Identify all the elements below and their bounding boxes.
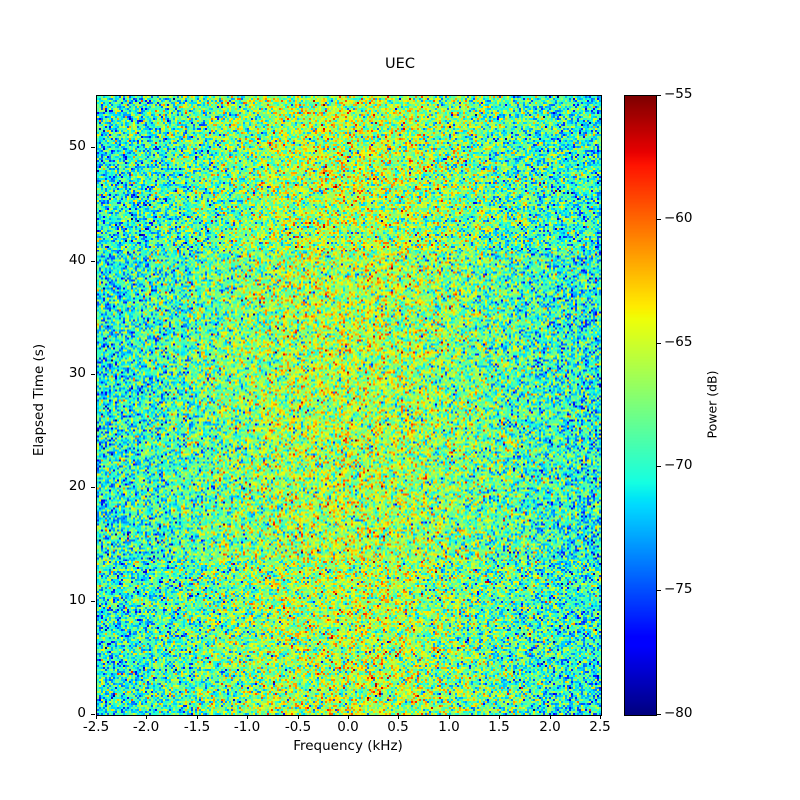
colorbar-tick-mark xyxy=(657,219,661,220)
x-tick-mark xyxy=(247,715,248,719)
colorbar-tick-label: −75 xyxy=(664,581,693,597)
x-tick-label: 2.5 xyxy=(589,719,611,735)
colorbar-tick-mark xyxy=(657,95,661,96)
colorbar-tick-mark xyxy=(657,590,661,591)
x-tick-mark xyxy=(146,715,147,719)
y-tick-label: 10 xyxy=(68,592,86,608)
y-tick-mark xyxy=(91,147,95,148)
colorbar-tick-label: −60 xyxy=(664,210,693,226)
x-tick-mark xyxy=(550,715,551,719)
y-tick-label: 40 xyxy=(68,252,86,268)
x-tick-label: 1.5 xyxy=(488,719,510,735)
y-tick-label: 50 xyxy=(68,138,86,154)
x-tick-mark xyxy=(600,715,601,719)
x-tick-mark xyxy=(298,715,299,719)
y-tick-mark xyxy=(91,374,95,375)
x-tick-mark xyxy=(348,715,349,719)
colorbar-tick-label: −70 xyxy=(664,457,693,473)
title-line-station: UEC xyxy=(385,55,415,72)
x-tick-label: 0.0 xyxy=(337,719,359,735)
y-tick-mark xyxy=(91,714,95,715)
x-tick-label: 0.5 xyxy=(387,719,409,735)
colorbar-tick-label: −80 xyxy=(664,705,693,721)
x-tick-mark xyxy=(398,715,399,719)
x-tick-mark xyxy=(449,715,450,719)
x-tick-label: -2.5 xyxy=(82,719,110,735)
y-tick-label: 0 xyxy=(77,705,86,721)
colorbar-tick-mark xyxy=(657,466,661,467)
y-tick-mark xyxy=(91,601,95,602)
y-tick-label: 30 xyxy=(68,365,86,381)
x-tick-label: 1.0 xyxy=(438,719,460,735)
spectrogram-plot-area xyxy=(96,95,602,716)
x-tick-mark xyxy=(96,715,97,719)
spectrogram-image xyxy=(97,96,601,715)
x-tick-label: -0.5 xyxy=(284,719,312,735)
colorbar-label: Power (dB) xyxy=(704,370,720,439)
x-tick-mark xyxy=(499,715,500,719)
y-tick-label: 20 xyxy=(68,478,86,494)
colorbar-tick-mark xyxy=(657,343,661,344)
colorbar-tick-label: −65 xyxy=(664,334,693,350)
x-tick-label: -1.5 xyxy=(183,719,211,735)
colorbar-tick-label: −55 xyxy=(664,86,693,102)
colorbar-gradient xyxy=(625,96,656,715)
y-tick-mark xyxy=(91,261,95,262)
x-tick-label: 2.0 xyxy=(539,719,561,735)
x-tick-label: -2.0 xyxy=(132,719,160,735)
x-axis-label: Frequency (kHz) xyxy=(293,738,403,754)
y-axis-label: Elapsed Time (s) xyxy=(31,343,47,457)
y-tick-mark xyxy=(91,487,95,488)
x-tick-label: -1.0 xyxy=(233,719,261,735)
x-tick-mark xyxy=(197,715,198,719)
colorbar-tick-mark xyxy=(657,714,661,715)
colorbar xyxy=(624,95,657,716)
